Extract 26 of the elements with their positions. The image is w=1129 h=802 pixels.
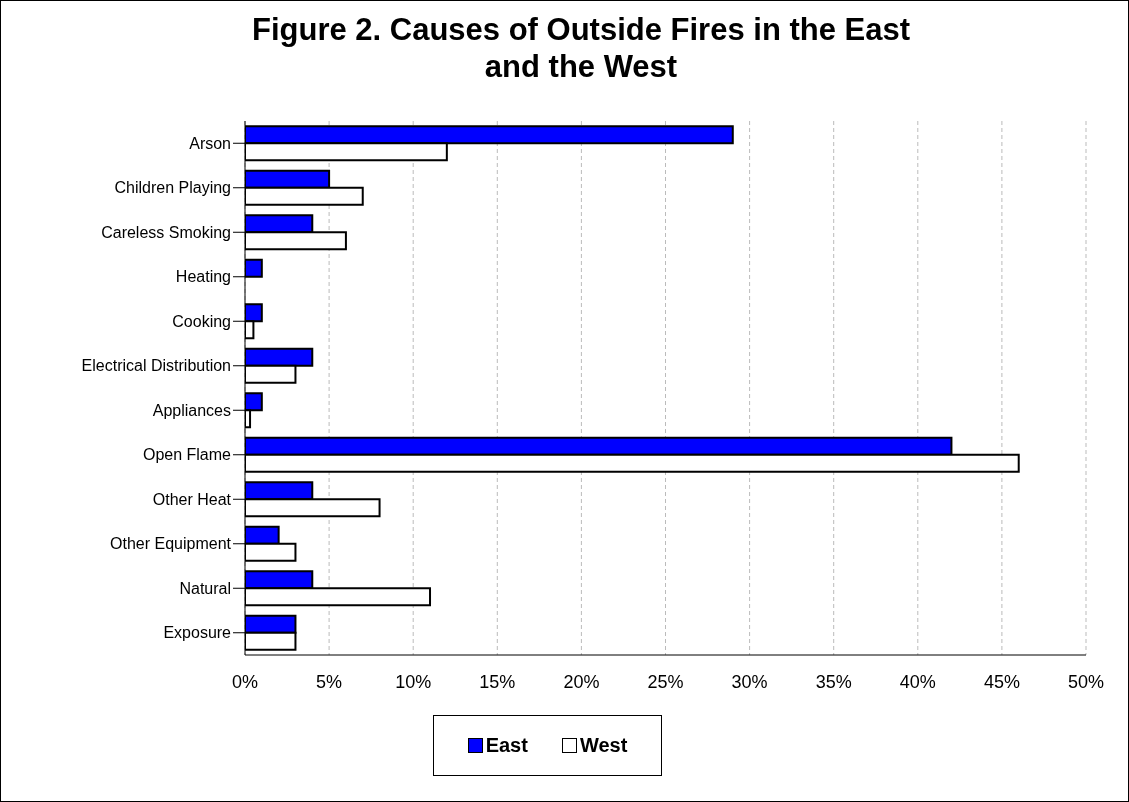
legend-label: West bbox=[578, 734, 628, 757]
legend-label: East bbox=[484, 734, 528, 757]
x-tick-label: 20% bbox=[563, 671, 600, 692]
x-tick-label: 15% bbox=[479, 671, 516, 692]
y-tick-label: Other Equipment bbox=[110, 535, 232, 553]
x-tick-label: 25% bbox=[647, 671, 684, 692]
y-tick-label: Appliances bbox=[152, 401, 231, 419]
y-tick-label: Arson bbox=[189, 134, 231, 152]
x-tick-label: 10% bbox=[395, 671, 432, 692]
y-tick-label: Children Playing bbox=[114, 179, 231, 197]
x-tick-label: 30% bbox=[731, 671, 768, 692]
x-tick-label: 50% bbox=[1067, 671, 1105, 692]
x-tick-label: 35% bbox=[815, 671, 852, 692]
y-tick-label: Careless Smoking bbox=[101, 223, 231, 241]
y-tick-label: Other Heat bbox=[152, 490, 232, 508]
chart-title: Figure 2. Causes of Outside Fires in the East and the West bbox=[250, 11, 912, 85]
x-tick-label: 5% bbox=[316, 671, 343, 692]
x-tick-label: 0% bbox=[231, 671, 259, 692]
y-tick-label: Cooking bbox=[172, 312, 231, 330]
y-tick-label: Natural bbox=[179, 579, 231, 597]
y-tick-label: Open Flame bbox=[142, 446, 232, 464]
y-tick-label: Electrical Distribution bbox=[81, 357, 231, 375]
x-tick-label: 40% bbox=[899, 671, 936, 692]
y-tick-label: Exposure bbox=[163, 624, 232, 642]
y-tick-label: Heating bbox=[175, 268, 231, 286]
x-tick-label: 45% bbox=[983, 671, 1020, 692]
